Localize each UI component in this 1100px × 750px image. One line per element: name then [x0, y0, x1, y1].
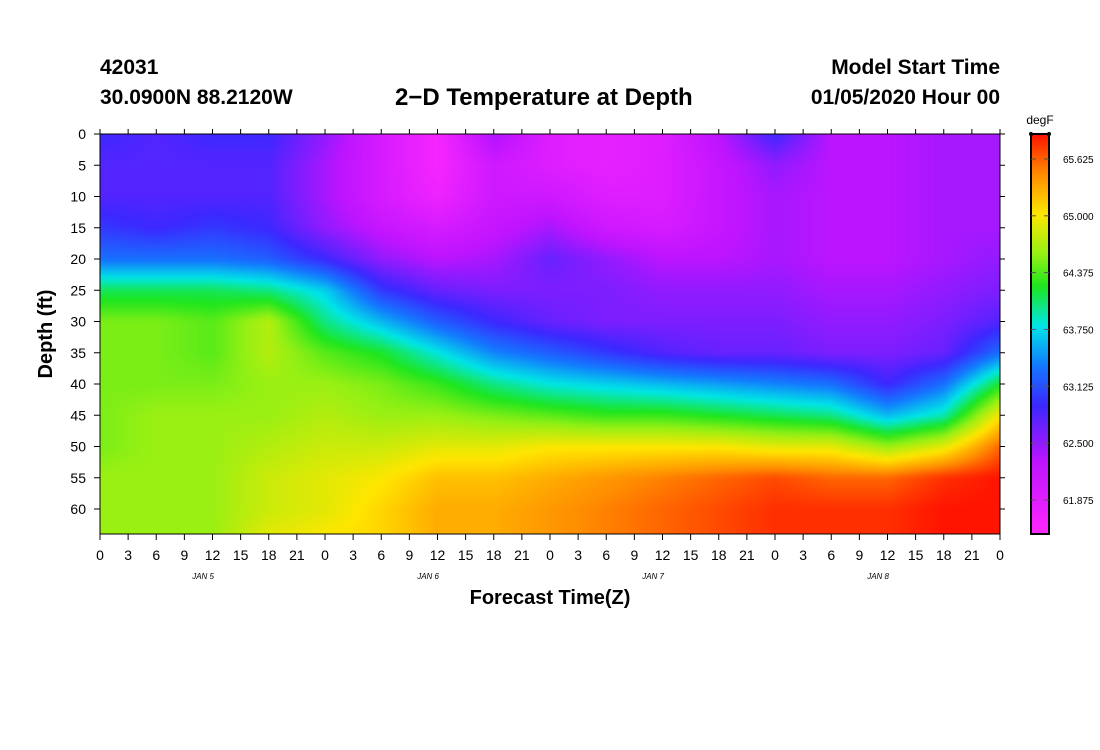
x-tick-label: 0	[996, 547, 1004, 563]
colorbar-frame	[1030, 133, 1050, 535]
y-axis-title: Depth (ft)	[35, 290, 57, 379]
x-tick-label: 15	[233, 547, 249, 563]
x-axis-title: Forecast Time(Z)	[470, 587, 631, 609]
colorbar-gradient	[1031, 134, 1049, 534]
x-tick-label: 15	[683, 547, 699, 563]
y-tick-label: 45	[70, 407, 86, 423]
x-tick-label: 9	[855, 547, 863, 563]
x-tick-label: 6	[827, 547, 835, 563]
x-tick-label: 9	[630, 547, 638, 563]
x-tick-label: 21	[289, 547, 305, 563]
x-tick-label: 0	[546, 547, 554, 563]
y-tick-label: 10	[70, 189, 86, 205]
colorbar-tick-label: 65.000	[1063, 212, 1094, 223]
x-tick-label: 21	[739, 547, 755, 563]
x-tick-label: 18	[936, 547, 952, 563]
x-tick-label: 12	[880, 547, 896, 563]
station-coordinates: 30.0900N 88.2120W	[100, 86, 293, 109]
y-tick-label: 40	[70, 376, 86, 392]
plot-frame	[99, 133, 1001, 535]
x-tick-label: 6	[602, 547, 610, 563]
colorbar-corner-dot	[1047, 132, 1051, 136]
x-tick-label: 15	[908, 547, 924, 563]
y-tick-label: 25	[70, 282, 86, 298]
x-tick-label: 9	[180, 547, 188, 563]
colorbar-tick-label: 65.625	[1063, 155, 1094, 166]
station-id: 42031	[100, 56, 159, 79]
x-tick-label: 0	[96, 547, 104, 563]
y-tick-label: 60	[70, 501, 86, 517]
y-tick-label: 15	[70, 220, 86, 236]
x-tick-label: 21	[964, 547, 980, 563]
y-tick-label: 50	[70, 439, 86, 455]
model-start-label: Model Start Time	[831, 56, 1000, 79]
day-label: JAN 8	[866, 572, 889, 581]
x-tick-label: 18	[486, 547, 502, 563]
day-label: JAN 6	[416, 572, 439, 581]
colorbar-unit: degF	[1026, 113, 1053, 127]
x-tick-label: 9	[405, 547, 413, 563]
day-label: JAN 5	[191, 572, 214, 581]
x-tick-label: 21	[514, 547, 530, 563]
day-label: JAN 7	[641, 572, 664, 581]
y-tick-label: 30	[70, 314, 86, 330]
x-tick-label: 3	[124, 547, 132, 563]
x-tick-label: 18	[711, 547, 727, 563]
x-tick-label: 3	[799, 547, 807, 563]
x-tick-label: 12	[655, 547, 671, 563]
y-tick-label: 55	[70, 470, 86, 486]
x-tick-label: 3	[349, 547, 357, 563]
y-tick-label: 5	[78, 157, 86, 173]
y-tick-label: 35	[70, 345, 86, 361]
x-tick-label: 15	[458, 547, 474, 563]
x-tick-label: 12	[430, 547, 446, 563]
y-tick-label: 20	[70, 251, 86, 267]
chart-title: 2−D Temperature at Depth	[395, 84, 693, 111]
y-tick-label: 0	[78, 126, 86, 142]
x-tick-label: 0	[321, 547, 329, 563]
x-tick-label: 12	[205, 547, 221, 563]
x-tick-label: 6	[377, 547, 385, 563]
x-tick-label: 0	[771, 547, 779, 563]
colorbar-tick-label: 62.500	[1063, 439, 1094, 450]
colorbar-corner-dot	[1029, 132, 1033, 136]
colorbar-tick-label: 63.750	[1063, 325, 1094, 336]
colorbar-tick-label: 61.875	[1063, 496, 1094, 507]
temperature-heatmap	[100, 134, 1000, 534]
model-start-value: 01/05/2020 Hour 00	[810, 86, 1000, 109]
x-tick-label: 6	[152, 547, 160, 563]
colorbar-tick-label: 64.375	[1063, 269, 1094, 280]
x-tick-label: 3	[574, 547, 582, 563]
colorbar-tick-label: 63.125	[1063, 382, 1094, 393]
x-tick-label: 18	[261, 547, 277, 563]
